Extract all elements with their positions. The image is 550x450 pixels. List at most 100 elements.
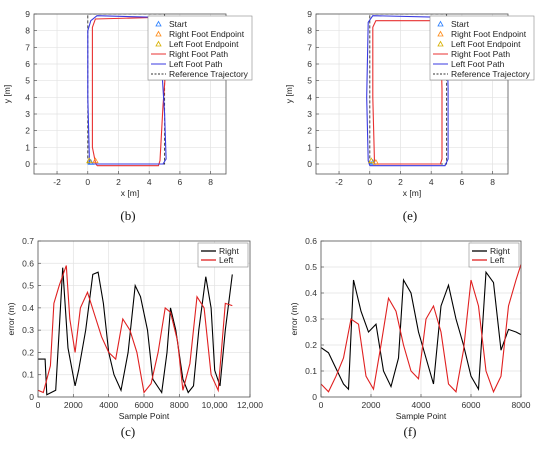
y-tick-label: 0.1 <box>22 370 34 380</box>
legend-marker <box>155 30 162 37</box>
y-axis-label: y [m] <box>2 85 12 103</box>
y-axis-label: error (m) <box>6 302 16 335</box>
legend-box <box>197 242 249 268</box>
x-tick-label: 2000 <box>64 400 83 410</box>
y-tick-label: 0.4 <box>22 303 34 313</box>
legend-marker <box>437 30 444 37</box>
x-tick-label: 8000 <box>512 400 531 410</box>
x-axis-label: x [m] <box>121 188 139 198</box>
y-tick-label: 0.5 <box>305 262 317 272</box>
legend-marker <box>155 20 162 27</box>
y-tick-label: 3 <box>25 109 30 119</box>
x-tick-label: 0 <box>36 400 41 410</box>
y-tick-label: 0.4 <box>305 288 317 298</box>
legend-label: Left Foot Endpoint <box>169 39 239 49</box>
right-endpoint-marker <box>92 157 99 164</box>
legend-label: Left <box>490 255 505 265</box>
start-marker <box>369 159 377 165</box>
start-marker <box>87 159 95 165</box>
caption-b: (b) <box>120 208 135 223</box>
y-tick-label: 0 <box>307 159 312 169</box>
legend-label: Start <box>451 19 470 29</box>
error-plot-f: 0 2000 4000 6000 8000 0 0.1 0.2 0.3 0.4 0.5 0.6 Samp… <box>289 236 531 421</box>
x-tick-label: 2 <box>116 177 121 187</box>
legend-label: Left Foot Path <box>169 59 223 69</box>
x-tick-label: 0 <box>367 177 372 187</box>
x-tick-label: -2 <box>335 177 343 187</box>
y-tick-label: 8 <box>307 26 312 36</box>
y-tick-label: 3 <box>307 109 312 119</box>
series-group <box>38 265 233 396</box>
y-tick-label: 0 <box>25 159 30 169</box>
legend-label: Start <box>169 19 188 29</box>
legend-box <box>468 242 520 268</box>
left-endpoint-marker <box>368 157 375 164</box>
x-axis-label: x [m] <box>403 188 421 198</box>
caption-f: (f) <box>404 424 417 439</box>
y-tick-label: 0.6 <box>305 236 317 246</box>
x-tick-label: 2 <box>398 177 403 187</box>
x-tick-label: 4000 <box>99 400 118 410</box>
x-tick-label: 8 <box>208 177 213 187</box>
y-tick-label: 2 <box>307 126 312 136</box>
x-tick-label: 8000 <box>170 400 189 410</box>
y-tick-label: 0.7 <box>22 236 34 246</box>
x-tick-label: -2 <box>53 177 61 187</box>
legend-marker <box>437 40 444 47</box>
legend-box <box>429 15 535 81</box>
caption-e: (e) <box>403 208 417 223</box>
y-tick-label: 2 <box>25 126 30 136</box>
legend-label: Right Foot Path <box>451 49 510 59</box>
y-tick-label: 0.2 <box>305 340 317 350</box>
axes-frame <box>33 13 227 175</box>
legend-marker <box>437 20 444 27</box>
x-tick-label: 6000 <box>462 400 481 410</box>
y-tick-label: 6 <box>25 59 30 69</box>
y-tick-label: 8 <box>25 26 30 36</box>
legend-label: Right <box>490 246 510 256</box>
x-tick-label: 0 <box>85 177 90 187</box>
error-plot-c: 0 2000 4000 6000 8000 10,000 12,000 0 0.1 0.2 0.3 0… <box>6 236 263 421</box>
legend-label: Right Foot Endpoint <box>169 29 245 39</box>
left-endpoint-marker <box>86 157 93 164</box>
y-tick-label: 0.1 <box>305 366 317 376</box>
legend-box <box>147 15 253 81</box>
legend-label: Right <box>219 246 239 256</box>
series-right-line <box>38 267 233 396</box>
y-tick-label: 7 <box>25 42 30 52</box>
y-tick-label: 4 <box>307 92 312 102</box>
y-tick-label: 4 <box>25 92 30 102</box>
legend-label: Reference Trajectory <box>169 69 249 79</box>
x-axis-label: Sample Point <box>396 411 447 421</box>
legend-label: Right Foot Path <box>169 49 228 59</box>
series-left-line <box>321 264 521 394</box>
y-tick-label: 0.6 <box>22 258 34 268</box>
legend-label: Reference Trajectory <box>451 69 531 79</box>
y-tick-label: 0 <box>29 392 34 402</box>
y-axis-label: y [m] <box>284 85 294 103</box>
y-tick-label: 9 <box>307 9 312 19</box>
y-tick-label: 9 <box>25 9 30 19</box>
series-right-line <box>321 270 521 392</box>
x-tick-label: 4 <box>147 177 152 187</box>
x-tick-label: 12,000 <box>237 400 263 410</box>
series-left-line <box>38 265 233 394</box>
y-tick-label: 0.2 <box>22 347 34 357</box>
y-tick-label: 0.3 <box>305 314 317 324</box>
y-tick-label: 1 <box>25 142 30 152</box>
series-group <box>321 264 521 394</box>
legend-label: Left Foot Endpoint <box>451 39 521 49</box>
axes-frame <box>315 13 509 175</box>
legend-label: Left Foot Path <box>451 59 505 69</box>
x-tick-label: 4 <box>429 177 434 187</box>
y-axis-label: error (m) <box>289 302 299 335</box>
x-tick-label: 0 <box>319 400 324 410</box>
y-tick-label: 1 <box>307 142 312 152</box>
x-tick-label: 8 <box>490 177 495 187</box>
y-tick-label: 0.3 <box>22 325 34 335</box>
y-tick-label: 7 <box>307 42 312 52</box>
